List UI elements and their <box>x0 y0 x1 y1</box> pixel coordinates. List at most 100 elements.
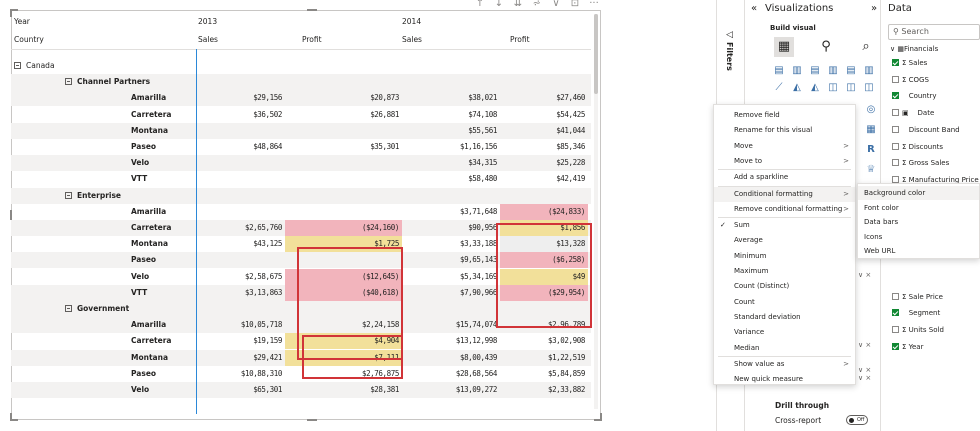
sales-2014-cell[interactable]: $55,561 <box>468 126 497 135</box>
sales-2014-cell[interactable]: $8,00,439 <box>459 353 497 362</box>
year-2014-header[interactable]: 2014 <box>402 17 422 26</box>
100-column-chart-icon[interactable]: ▥ <box>864 65 874 76</box>
more-options-icon[interactable]: ··· <box>589 0 599 9</box>
sales-2014-cell[interactable]: $5,34,169 <box>459 272 497 281</box>
sales-2014-cell[interactable]: $13,12,998 <box>455 336 498 345</box>
expand-hierarchy-icon[interactable]: ⩫ <box>532 0 542 9</box>
profit-2014-cell[interactable]: ($29,954) <box>500 285 588 301</box>
field-checkbox[interactable] <box>892 142 899 150</box>
profit-2013-header[interactable]: Profit <box>302 35 322 44</box>
field-item[interactable]: Σ Units Sold <box>892 324 944 336</box>
submenu-item[interactable]: Font color <box>864 203 899 212</box>
menu-item[interactable]: Minimum <box>714 249 855 264</box>
sales-2013-cell[interactable]: $19,159 <box>253 336 282 345</box>
sales-2013-cell[interactable]: $43,125 <box>253 239 282 248</box>
sales-2013-cell[interactable]: $2,58,675 <box>244 272 282 281</box>
submenu-item[interactable]: Data bars <box>864 218 899 226</box>
segment-label[interactable]: Government <box>11 301 591 317</box>
segment-label[interactable]: Channel Partners <box>11 74 591 90</box>
country-header-label[interactable]: Country <box>14 35 44 44</box>
profit-2013-cell[interactable] <box>285 171 402 187</box>
profit-2013-cell[interactable]: $35,301 <box>370 142 399 151</box>
sales-2014-cell[interactable]: $15,74,074 <box>455 320 498 329</box>
financials-table-node[interactable]: ∨ ▦Financials <box>890 43 938 55</box>
field-item[interactable]: Σ Discounts <box>892 141 943 153</box>
menu-item[interactable]: Add a sparkline <box>714 170 855 185</box>
field-item[interactable]: Segment <box>892 307 940 319</box>
profit-2014-cell[interactable]: $25,228 <box>556 158 585 167</box>
analytics-icon[interactable]: ⌕ <box>862 39 870 54</box>
data-search-input[interactable]: ⚲ Search <box>888 24 980 40</box>
sales-2013-header[interactable]: Sales <box>198 35 218 44</box>
sales-2014-cell[interactable]: $9,65,143 <box>459 255 497 264</box>
remove-field-x-icon-4[interactable]: ∨ × <box>858 374 872 382</box>
profit-2013-cell[interactable] <box>285 204 402 220</box>
sales-2014-cell[interactable]: $3,71,648 <box>459 207 497 216</box>
field-checkbox[interactable] <box>892 342 899 350</box>
table-visual-icon[interactable]: ▦ <box>866 124 876 135</box>
sales-2013-cell[interactable]: $65,301 <box>253 385 282 394</box>
profit-2014-cell[interactable]: ($24,833) <box>500 204 588 220</box>
submenu-item[interactable]: Background color <box>858 186 979 200</box>
menu-item[interactable]: Count (Distinct) <box>714 279 855 294</box>
menu-item[interactable]: Conditional formatting > <box>714 186 855 202</box>
sales-2013-cell[interactable]: $10,88,310 <box>240 369 283 378</box>
trophy-icon[interactable]: ♕ <box>866 164 876 175</box>
sales-2013-cell[interactable]: $29,421 <box>253 353 282 362</box>
product-label[interactable]: Amarilla <box>131 93 167 102</box>
product-label[interactable]: Paseo <box>131 142 157 151</box>
field-item[interactable]: Σ COGS <box>892 74 929 86</box>
product-label[interactable]: Paseo <box>131 255 157 264</box>
profit-2014-cell[interactable]: $41,044 <box>556 126 585 135</box>
sales-2013-cell[interactable]: $48,864 <box>253 142 282 151</box>
field-checkbox[interactable] <box>892 125 899 133</box>
product-label[interactable]: Velo <box>131 385 150 394</box>
field-item[interactable]: Σ Gross Sales <box>892 157 949 169</box>
field-checkbox[interactable] <box>892 158 899 166</box>
product-label[interactable]: Amarilla <box>131 320 167 329</box>
sales-2014-cell[interactable]: $34,315 <box>468 158 497 167</box>
field-checkbox[interactable] <box>892 325 899 333</box>
product-label[interactable]: Velo <box>131 272 150 281</box>
product-label[interactable]: Carretera <box>131 336 172 345</box>
profit-2014-cell[interactable]: $2,96,789 <box>547 320 585 329</box>
cross-report-toggle[interactable]: Off <box>846 415 868 425</box>
product-label[interactable]: Carretera <box>131 110 172 119</box>
menu-item[interactable]: Remove conditional formatting > <box>714 202 855 217</box>
country-label[interactable]: Canada <box>11 58 591 74</box>
menu-item[interactable]: Average <box>714 233 855 248</box>
field-item[interactable]: Σ Sale Price <box>892 291 943 303</box>
clustered-bar-chart-icon[interactable]: ▤ <box>810 65 820 76</box>
resize-handle-bottom[interactable] <box>307 419 317 421</box>
profit-2014-cell[interactable]: $3,02,908 <box>547 336 585 345</box>
resize-handle-top-left[interactable] <box>10 9 18 17</box>
menu-item[interactable]: ✓ Sum <box>714 218 855 233</box>
collapse-icon[interactable] <box>65 304 72 312</box>
menu-item[interactable]: New quick measure <box>714 372 855 387</box>
profit-2014-cell[interactable]: $13,328 <box>500 236 588 252</box>
field-item[interactable]: Σ Year <box>892 341 923 353</box>
submenu-item[interactable]: Icons <box>864 232 883 241</box>
donut-chart-icon[interactable]: ◎ <box>866 104 876 115</box>
arrow-up-icon[interactable]: ↑ <box>475 0 485 9</box>
menu-item[interactable]: Maximum <box>714 264 855 279</box>
profit-2014-cell[interactable]: $54,425 <box>556 110 585 119</box>
profit-2013-cell[interactable]: $28,381 <box>370 385 399 394</box>
field-checkbox[interactable] <box>892 58 899 66</box>
profit-2013-cell[interactable]: ($12,645) <box>285 269 402 285</box>
clustered-column-chart-icon[interactable]: ▥ <box>828 65 838 76</box>
filter-icon[interactable]: ⊽ <box>552 0 560 9</box>
matrix-visual[interactable]: ↑ ↓ ⇊ ⩫ ⊽ ⊡ ··· Year 2013 2014 Country Sales P… <box>10 0 602 421</box>
sales-2014-cell[interactable]: $28,68,564 <box>455 369 498 378</box>
field-item[interactable]: ▣ Date <box>892 107 934 119</box>
filters-pane-collapsed[interactable]: ◁ Filters <box>722 30 742 90</box>
profit-2013-cell[interactable]: ($40,618) <box>285 285 402 301</box>
profit-2014-cell[interactable]: $1,22,519 <box>547 353 585 362</box>
menu-item[interactable]: Variance <box>714 325 855 340</box>
profit-2014-cell[interactable]: $27,460 <box>556 93 585 102</box>
sales-2013-cell[interactable]: $36,502 <box>253 110 282 119</box>
profit-2014-cell[interactable]: $85,346 <box>556 142 585 151</box>
field-checkbox[interactable] <box>892 175 899 183</box>
scrollbar-thumb[interactable] <box>594 14 598 94</box>
collapse-icon[interactable] <box>65 77 72 85</box>
